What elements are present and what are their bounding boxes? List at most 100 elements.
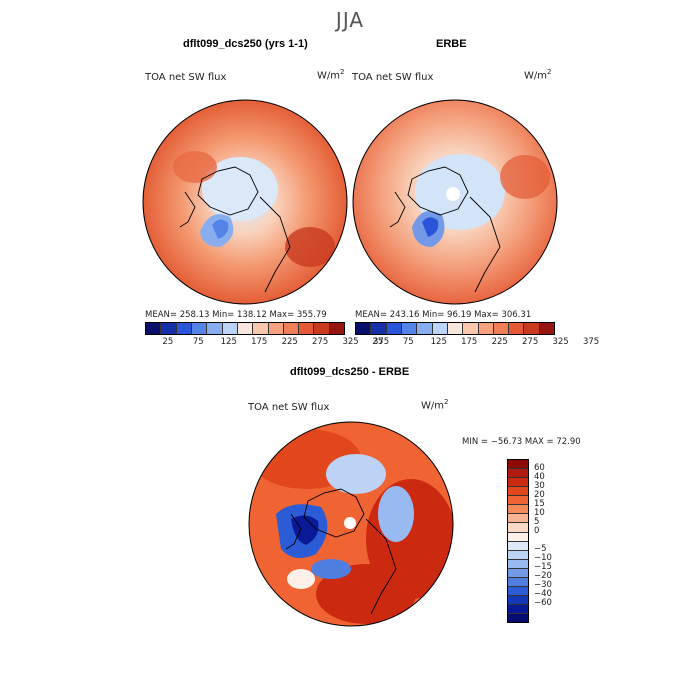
colorbar-tick-label: −30 — [534, 580, 552, 590]
colorbar-tick-label: 225 — [491, 337, 508, 347]
panel2-arctic-region — [415, 154, 505, 230]
colorbar-tick-label: −5 — [534, 544, 547, 554]
panel2-colorbar — [355, 322, 555, 335]
colorbar-swatch — [207, 323, 223, 334]
colorbar-swatch — [524, 323, 540, 334]
colorbar-tick-label: −10 — [534, 553, 552, 563]
panel1-variable: TOA net SW flux — [145, 72, 227, 83]
colorbar-swatch — [478, 323, 494, 334]
panel1-greenland-core — [212, 219, 229, 239]
colorbar-tick-label: 10 — [534, 508, 545, 518]
colorbar-tick-label: 75 — [192, 337, 204, 347]
colorbar-tick-label: 175 — [251, 337, 268, 347]
panel3-units: W/m2 — [421, 398, 449, 412]
colorbar-tick-label: 25 — [372, 337, 384, 347]
colorbar-swatch — [386, 323, 402, 334]
colorbar-tick-label: 325 — [342, 337, 359, 347]
panel3-positive-region — [316, 564, 416, 624]
colorbar-swatch — [237, 323, 254, 334]
colorbar-tick-label: −60 — [534, 598, 552, 608]
panel2-polar-map — [352, 99, 558, 305]
colorbar-swatch — [146, 323, 162, 334]
panel1-coastline — [179, 191, 196, 228]
panel3-stats: MIN = −56.73 MAX = 72.90 — [462, 437, 581, 447]
panel2-pole-gap — [446, 187, 460, 201]
panel3-negative-region — [378, 486, 414, 542]
panel3-neutral-region — [287, 569, 315, 589]
panel2-stats: MEAN= 243.16 Min= 96.19 Max= 306.31 — [355, 310, 532, 320]
colorbar-swatch — [463, 323, 479, 334]
colorbar-tick-label: −15 — [534, 562, 552, 572]
panel2-coastline — [407, 166, 469, 216]
panel2-map-border — [352, 99, 558, 305]
panel1-arctic-region — [202, 157, 278, 221]
colorbar-swatch — [508, 496, 528, 506]
panel3-colorbar — [507, 459, 529, 623]
colorbar-tick-label: −40 — [534, 589, 552, 599]
colorbar-swatch — [539, 323, 555, 334]
panel2-hotspot — [500, 155, 550, 199]
colorbar-swatch — [508, 586, 528, 596]
colorbar-swatch — [508, 577, 528, 587]
colorbar-swatch — [401, 323, 418, 334]
colorbar-tick-label: 225 — [281, 337, 298, 347]
colorbar-tick-label: 25 — [162, 337, 174, 347]
colorbar-swatch — [508, 505, 528, 515]
panel2-greenland-core — [422, 217, 439, 237]
colorbar-tick-label: −20 — [534, 571, 552, 581]
colorbar-swatch — [268, 323, 284, 334]
colorbar-swatch — [508, 469, 528, 479]
panel3-coastline — [303, 488, 365, 538]
colorbar-tick-label: 375 — [582, 337, 600, 347]
panel1-coastline — [197, 166, 259, 216]
colorbar-swatch — [191, 323, 208, 334]
colorbar-swatch — [508, 478, 528, 488]
colorbar-swatch — [356, 323, 372, 334]
panel3-negative-region — [326, 454, 386, 494]
colorbar-swatch — [314, 323, 330, 334]
colorbar-tick-label: 125 — [220, 337, 237, 347]
colorbar-tick-label: 40 — [534, 472, 545, 482]
panel3-title: dflt099_dcs250 - ERBE — [290, 366, 410, 378]
panel3-coastline — [285, 513, 302, 550]
colorbar-swatch — [493, 323, 510, 334]
colorbar-swatch — [432, 323, 448, 334]
colorbar-tick-label: 15 — [534, 499, 545, 509]
colorbar-swatch — [417, 323, 433, 334]
colorbar-swatch — [508, 532, 528, 542]
panel3-negative-region — [311, 559, 351, 579]
panel1-stats: MEAN= 258.13 Min= 138.12 Max= 355.79 — [145, 310, 327, 320]
colorbar-swatch — [299, 323, 315, 334]
panel3-pole-gap — [344, 517, 356, 529]
colorbar-tick-label: 30 — [534, 481, 545, 491]
colorbar-swatch — [508, 614, 528, 623]
colorbar-tick-label: 275 — [522, 337, 539, 347]
panel2-coastline — [469, 196, 501, 293]
colorbar-tick-label: 275 — [312, 337, 329, 347]
colorbar-swatch — [508, 568, 528, 578]
panel3-map-border — [248, 421, 454, 627]
panel3-negative-core — [291, 515, 319, 545]
season-title: JJA — [335, 8, 365, 32]
panel2-variable: TOA net SW flux — [352, 72, 434, 83]
colorbar-swatch — [371, 323, 387, 334]
colorbar-swatch — [508, 605, 528, 615]
panel3-polar-map — [248, 421, 454, 627]
colorbar-swatch — [508, 487, 528, 497]
panel3-variable: TOA net SW flux — [248, 402, 330, 413]
panel1-colorbar — [145, 322, 345, 335]
colorbar-tick-label: 175 — [461, 337, 478, 347]
panel1-colorbar-labels: 25 75 125 175 225 275 325 375 — [145, 337, 389, 349]
colorbar-swatch — [508, 559, 528, 569]
panel1-hotspot — [173, 151, 217, 183]
colorbar-tick-label: 0 — [534, 526, 540, 536]
panel3-coastline — [365, 518, 397, 615]
colorbar-swatch — [222, 323, 238, 334]
panel1-hotspot — [285, 227, 335, 267]
colorbar-swatch — [329, 323, 345, 334]
colorbar-tick-label: 125 — [430, 337, 447, 347]
colorbar-tick-label: 5 — [534, 517, 540, 527]
panel2-colorbar-labels: 25 75 125 175 225 275 325 375 — [355, 337, 599, 349]
colorbar-swatch — [508, 523, 528, 533]
panel2-units: W/m2 — [524, 68, 552, 82]
